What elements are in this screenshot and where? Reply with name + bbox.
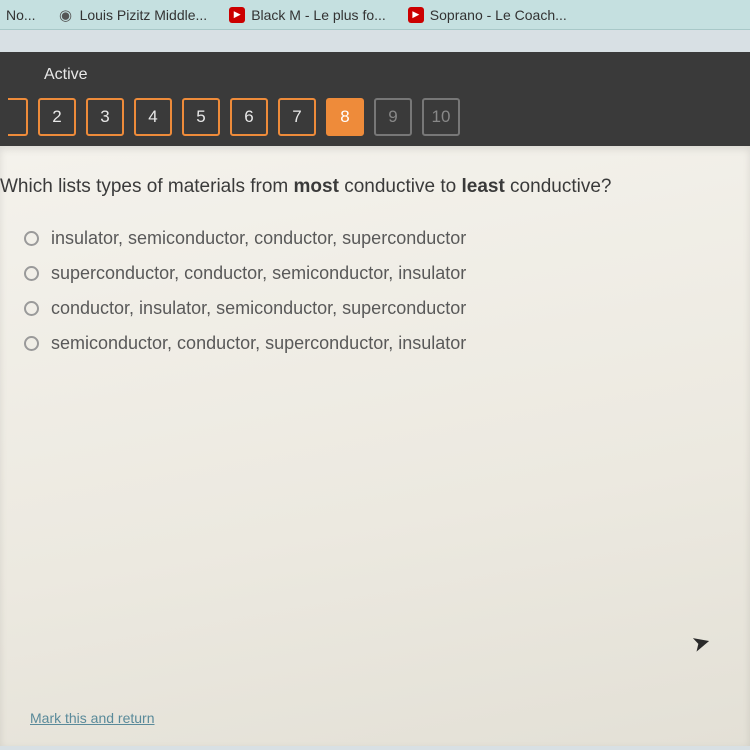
answer-option[interactable]: conductor, insulator, semiconductor, sup… xyxy=(24,298,750,319)
mark-return-link[interactable]: Mark this and return xyxy=(30,710,155,726)
bookmark-item[interactable]: No... xyxy=(6,7,36,23)
radio-icon[interactable] xyxy=(24,266,39,281)
quiz-header: Active 2 3 4 5 6 7 8 9 10 xyxy=(0,52,750,146)
youtube-icon: ▶ xyxy=(408,7,424,23)
question-nav-item-current[interactable]: 8 xyxy=(326,98,364,136)
tab-active[interactable]: Active xyxy=(0,66,750,98)
question-nav-item[interactable]: 5 xyxy=(182,98,220,136)
bookmark-label: Louis Pizitz Middle... xyxy=(80,7,208,23)
answer-option[interactable]: insulator, semiconductor, conductor, sup… xyxy=(24,228,750,249)
option-label: insulator, semiconductor, conductor, sup… xyxy=(51,228,466,249)
bookmarks-bar: No... ◉ Louis Pizitz Middle... ▶ Black M… xyxy=(0,0,750,30)
quiz-container: Active 2 3 4 5 6 7 8 9 10 Which lists ty… xyxy=(0,52,750,746)
youtube-icon: ▶ xyxy=(229,7,245,23)
question-nav-item[interactable]: 3 xyxy=(86,98,124,136)
globe-icon: ◉ xyxy=(58,7,74,23)
bookmark-item[interactable]: ▶ Black M - Le plus fo... xyxy=(229,7,386,23)
bookmark-item[interactable]: ◉ Louis Pizitz Middle... xyxy=(58,7,208,23)
question-content: Which lists types of materials from most… xyxy=(0,146,750,746)
question-nav-item[interactable]: 6 xyxy=(230,98,268,136)
option-label: superconductor, conductor, semiconductor… xyxy=(51,263,466,284)
cursor-icon: ➤ xyxy=(689,628,714,658)
question-nav-item[interactable]: 9 xyxy=(374,98,412,136)
question-nav-item[interactable]: 10 xyxy=(422,98,460,136)
question-nav-item[interactable]: 4 xyxy=(134,98,172,136)
option-label: semiconductor, conductor, superconductor… xyxy=(51,333,466,354)
radio-icon[interactable] xyxy=(24,336,39,351)
radio-icon[interactable] xyxy=(24,231,39,246)
answer-option[interactable]: semiconductor, conductor, superconductor… xyxy=(24,333,750,354)
question-text: Which lists types of materials from most… xyxy=(0,176,750,198)
question-nav: 2 3 4 5 6 7 8 9 10 xyxy=(0,98,750,136)
option-label: conductor, insulator, semiconductor, sup… xyxy=(51,298,466,319)
question-nav-item[interactable]: 7 xyxy=(278,98,316,136)
bookmark-item[interactable]: ▶ Soprano - Le Coach... xyxy=(408,7,567,23)
answer-options: insulator, semiconductor, conductor, sup… xyxy=(0,228,750,354)
bookmark-label: Black M - Le plus fo... xyxy=(251,7,386,23)
question-nav-item[interactable]: 2 xyxy=(38,98,76,136)
radio-icon[interactable] xyxy=(24,301,39,316)
answer-option[interactable]: superconductor, conductor, semiconductor… xyxy=(24,263,750,284)
bookmark-label: Soprano - Le Coach... xyxy=(430,7,567,23)
question-nav-item[interactable] xyxy=(8,98,28,136)
bookmark-label: No... xyxy=(6,7,36,23)
